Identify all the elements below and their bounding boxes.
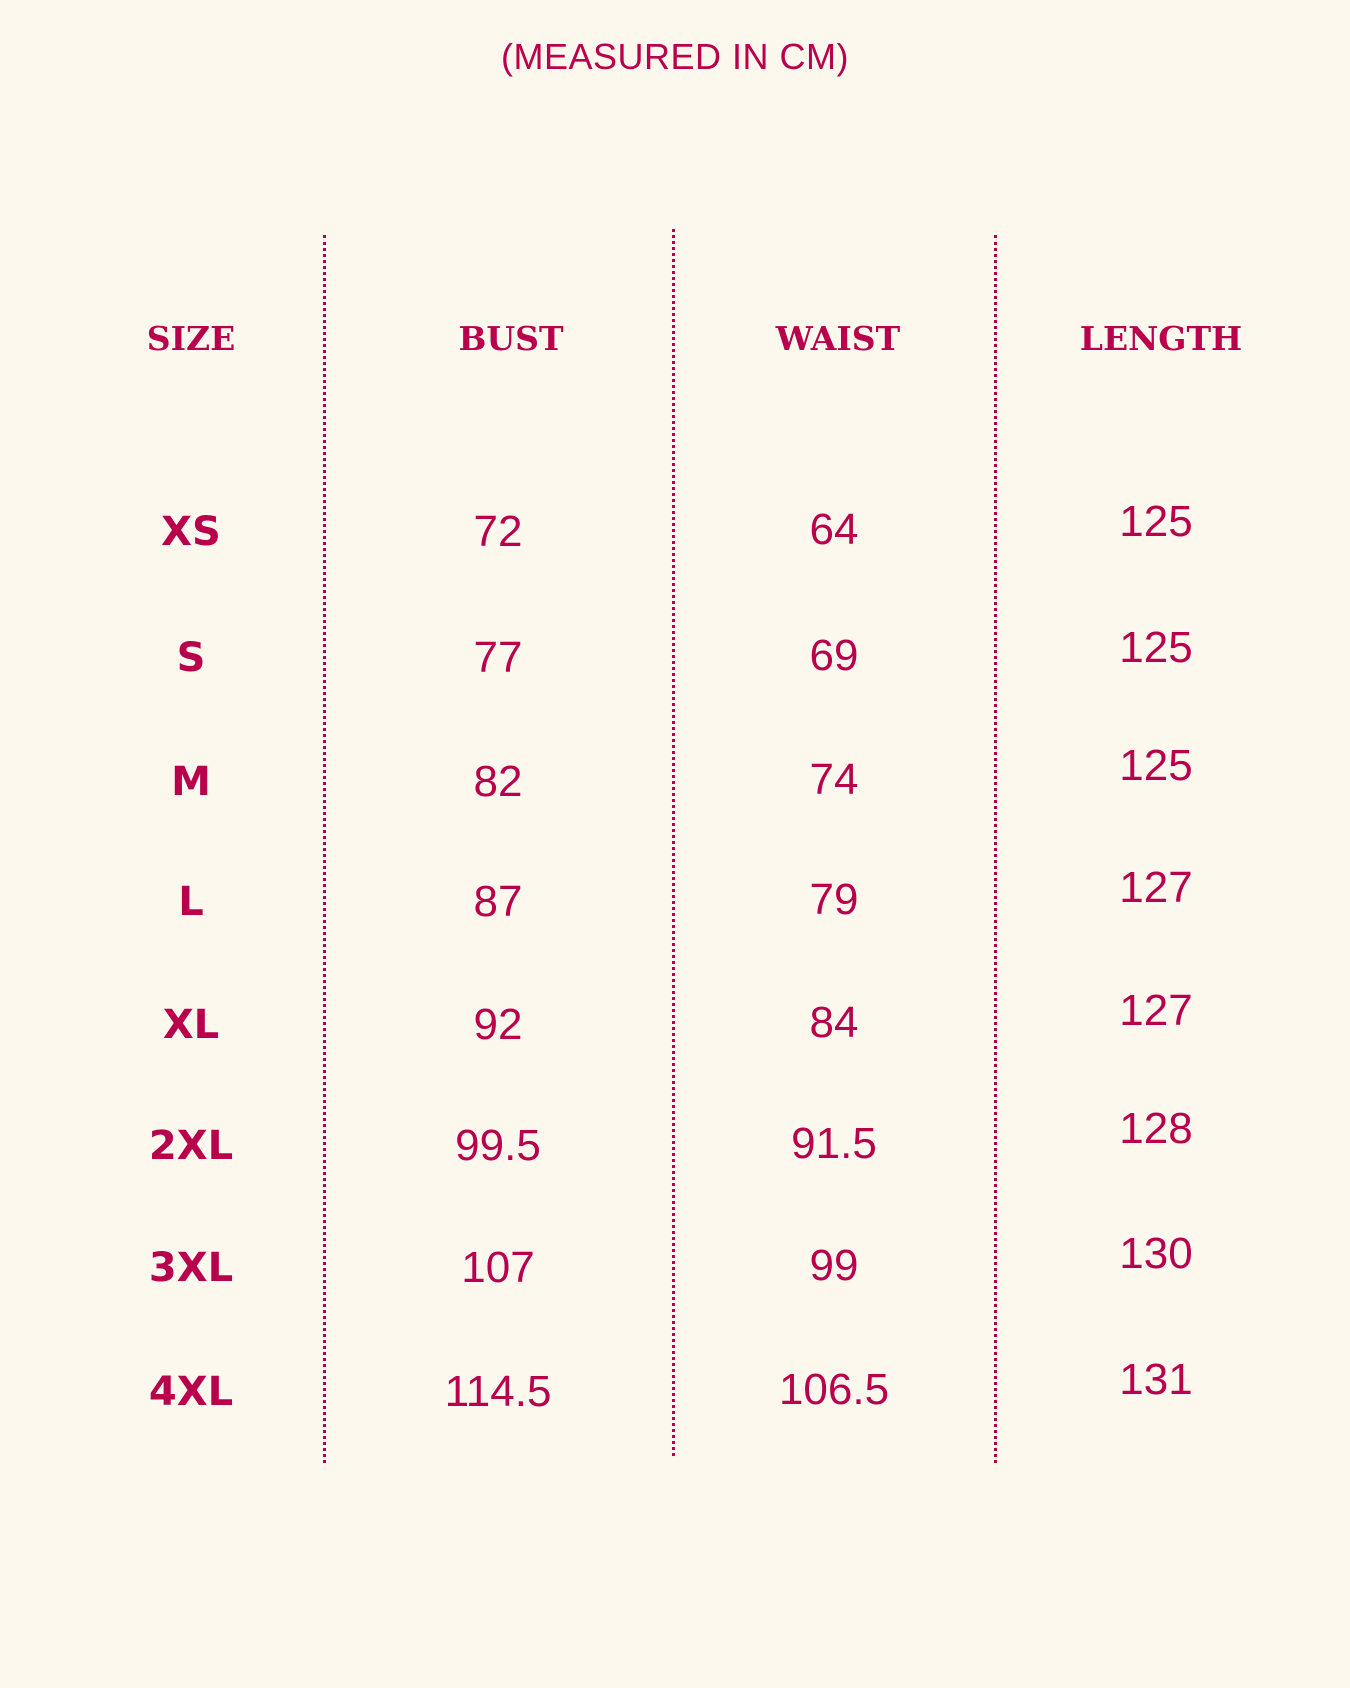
cell-size: 4XL <box>148 1369 234 1415</box>
cell-length: 125 <box>1119 741 1193 790</box>
cell-length: 128 <box>1119 1104 1193 1153</box>
cell-bust: 87 <box>473 877 523 926</box>
cell-waist: 79 <box>809 875 859 924</box>
cell-waist: 106.5 <box>778 1365 890 1414</box>
cell-bust: 82 <box>473 757 523 806</box>
cell-bust: 77 <box>473 633 523 682</box>
cell-waist: 74 <box>809 755 859 804</box>
cell-waist: 99 <box>809 1241 859 1290</box>
cell-size: XL <box>162 1002 220 1048</box>
cell-bust: 114.5 <box>444 1367 552 1416</box>
cell-bust: 107 <box>461 1243 535 1292</box>
cell-bust: 92 <box>473 1000 523 1049</box>
cell-length: 127 <box>1119 986 1193 1035</box>
cell-size: 3XL <box>148 1245 234 1291</box>
column-divider <box>323 235 326 1463</box>
measurement-unit-note: (MEASURED IN CM) <box>501 36 849 77</box>
header-waist: WAIST <box>775 319 901 358</box>
cell-length: 125 <box>1119 623 1193 672</box>
cell-waist: 69 <box>809 631 859 680</box>
header-length: LENGTH <box>1079 319 1243 358</box>
cell-size: XS <box>161 509 221 555</box>
cell-bust: 99.5 <box>455 1121 541 1170</box>
cell-length: 127 <box>1119 863 1193 912</box>
cell-length: 131 <box>1119 1355 1193 1404</box>
cell-size: M <box>171 759 211 805</box>
cell-size: L <box>178 879 204 925</box>
header-bust: BUST <box>458 319 564 358</box>
cell-bust: 72 <box>473 507 523 556</box>
cell-waist: 64 <box>809 505 859 554</box>
cell-length: 125 <box>1119 497 1193 546</box>
column-divider <box>672 229 675 1456</box>
column-divider <box>994 235 997 1463</box>
cell-waist: 91.5 <box>791 1119 877 1168</box>
cell-size: S <box>176 635 206 681</box>
cell-length: 130 <box>1119 1229 1193 1278</box>
header-size: SIZE <box>146 319 236 358</box>
cell-size: 2XL <box>148 1123 234 1169</box>
cell-waist: 84 <box>809 998 859 1047</box>
